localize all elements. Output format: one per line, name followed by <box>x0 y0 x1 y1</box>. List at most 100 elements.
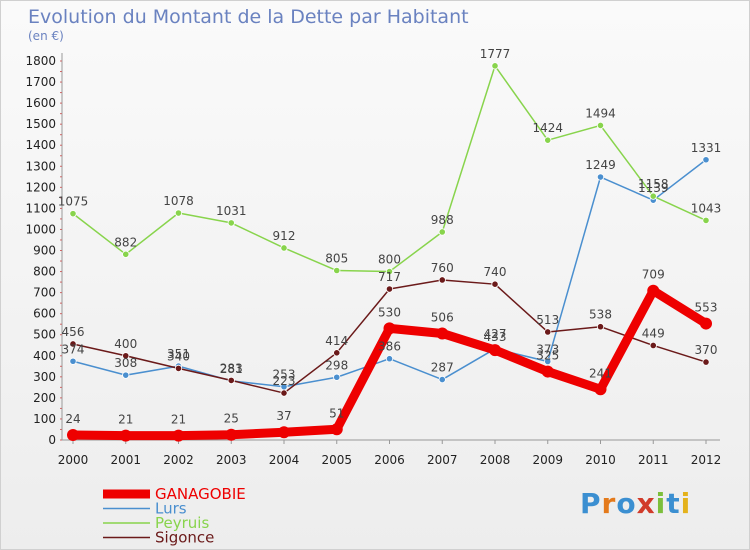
data-point <box>544 136 552 144</box>
y-tick-label: 1700 <box>25 75 56 89</box>
data-point <box>333 266 341 275</box>
data-point <box>544 357 552 366</box>
data-point <box>541 365 554 378</box>
data-point <box>649 192 657 200</box>
data-label: 283 <box>220 361 243 375</box>
data-label: 805 <box>325 252 348 266</box>
legend-label: Lurs <box>155 500 187 518</box>
data-label: 281 <box>220 362 243 376</box>
data-label: 223 <box>273 374 296 388</box>
data-point <box>702 358 710 366</box>
data-point <box>122 371 130 379</box>
y-tick-label: 900 <box>33 244 56 258</box>
y-tick-label: 1000 <box>25 222 56 236</box>
data-point <box>596 323 605 331</box>
data-label: 253 <box>273 368 296 382</box>
data-label: 709 <box>642 268 665 282</box>
data-labels: 374 308 351 281 253 298 386 287 433 373 1249 1139 13… <box>58 47 722 427</box>
data-point <box>122 352 130 360</box>
data-label: 325 <box>536 349 559 363</box>
data-point <box>383 322 396 335</box>
data-label: 340 <box>167 349 190 363</box>
x-tick-label: 2004 <box>269 453 300 467</box>
chart-subtitle: (en €) <box>28 29 64 43</box>
data-label: 1139 <box>638 181 669 195</box>
data-label: 386 <box>378 340 401 354</box>
y-tick-label: 1100 <box>25 201 56 215</box>
x-tick-label: 2008 <box>480 453 511 467</box>
data-point <box>596 121 605 130</box>
data-point <box>333 349 341 357</box>
data-point <box>491 280 499 288</box>
data-label: 800 <box>378 253 401 267</box>
data-point <box>594 383 607 396</box>
data-label: 1424 <box>532 121 563 135</box>
data-label: 449 <box>642 326 665 340</box>
x-tick-label: 2002 <box>163 453 194 467</box>
logo-letter: r <box>601 487 617 520</box>
y-tick-label: 100 <box>33 412 56 426</box>
logo-letter: o <box>616 487 637 520</box>
logo-letter: x <box>636 487 656 520</box>
x-tick-label: 2010 <box>585 453 616 467</box>
data-point <box>69 210 77 218</box>
y-tick-label: 1500 <box>25 117 56 131</box>
data-label: 1158 <box>638 177 669 191</box>
y-tick-label: 1600 <box>25 96 56 110</box>
y-tick-label: 600 <box>33 307 56 321</box>
data-label: 1043 <box>691 201 722 215</box>
data-point <box>122 250 130 258</box>
data-label: 912 <box>273 229 296 243</box>
y-tick-label: 1300 <box>25 159 56 173</box>
data-point <box>489 344 501 357</box>
data-label: 21 <box>118 413 133 427</box>
data-point <box>227 219 235 227</box>
data-point <box>69 340 77 348</box>
chart-title: Evolution du Montant de la Dette par Hab… <box>28 6 469 28</box>
data-point <box>702 156 710 164</box>
data-label: 374 <box>62 342 85 356</box>
y-tick-label: 500 <box>33 328 56 342</box>
y-tick-label: 800 <box>33 265 56 279</box>
data-point <box>174 209 183 217</box>
data-point <box>438 276 446 284</box>
data-point <box>385 267 394 276</box>
proxiti-logo: Proxiti <box>580 487 691 520</box>
series-layer <box>67 62 712 442</box>
x-tick-label: 2007 <box>427 453 458 467</box>
data-label: 414 <box>325 334 348 348</box>
data-label: 740 <box>484 265 507 279</box>
x-tick-label: 2003 <box>216 453 247 467</box>
data-label: 51 <box>329 406 344 420</box>
logo-letter: t <box>666 487 681 520</box>
legend-label: Sigonce <box>155 529 214 547</box>
data-label: 370 <box>695 343 718 357</box>
data-point <box>280 389 288 397</box>
data-label: 1331 <box>691 141 722 155</box>
y-tick-label: 1200 <box>25 180 56 194</box>
data-point <box>544 328 552 336</box>
data-point <box>225 428 238 441</box>
data-point <box>172 429 185 442</box>
data-label: 427 <box>484 327 507 341</box>
data-point <box>333 373 341 381</box>
data-label: 538 <box>589 308 612 322</box>
y-tick-label: 300 <box>33 370 56 384</box>
data-point <box>596 173 605 181</box>
y-tick-label: 700 <box>33 286 56 300</box>
logo-letter: P <box>580 487 602 520</box>
logo-letter: i <box>655 487 667 520</box>
data-label: 241 <box>589 366 612 380</box>
data-label: 988 <box>431 213 454 227</box>
x-tick-label: 2006 <box>374 453 405 467</box>
data-point <box>491 62 499 70</box>
x-tick-label: 2000 <box>58 453 89 467</box>
data-point <box>69 357 77 365</box>
logo-letter: i <box>680 487 692 520</box>
data-point <box>436 327 449 340</box>
y-tick-label: 0 <box>48 433 56 447</box>
data-label: 456 <box>62 325 85 339</box>
